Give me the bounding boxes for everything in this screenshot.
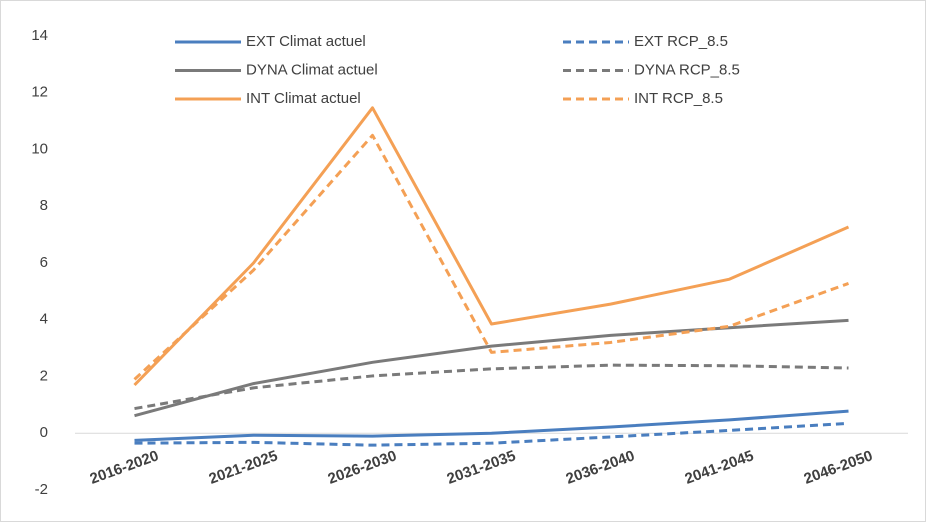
y-tick-label: 8 xyxy=(40,197,48,214)
y-tick-label: -2 xyxy=(35,481,48,498)
y-tick-label: 6 xyxy=(40,254,48,271)
y-tick-label: 4 xyxy=(40,311,48,328)
legend-label: INT Climat actuel xyxy=(246,90,361,107)
legend-label: EXT Climat actuel xyxy=(246,33,366,50)
legend-label: DYNA Climat actuel xyxy=(246,61,378,78)
series-line xyxy=(134,318,849,418)
legend-label: DYNA RCP_8.5 xyxy=(634,61,740,78)
series-line xyxy=(134,421,849,447)
legend-label: EXT RCP_8.5 xyxy=(634,33,728,50)
legend-label: INT RCP_8.5 xyxy=(634,90,723,107)
y-tick-label: 14 xyxy=(31,27,48,44)
y-tick-label: 12 xyxy=(31,84,48,101)
series-line xyxy=(134,363,849,411)
y-tick-label: 2 xyxy=(40,367,48,384)
series-line xyxy=(134,409,849,442)
series-line xyxy=(133,106,850,387)
y-tick-label: 0 xyxy=(40,424,48,441)
y-tick-label: 10 xyxy=(31,140,48,157)
series-line xyxy=(133,133,850,381)
